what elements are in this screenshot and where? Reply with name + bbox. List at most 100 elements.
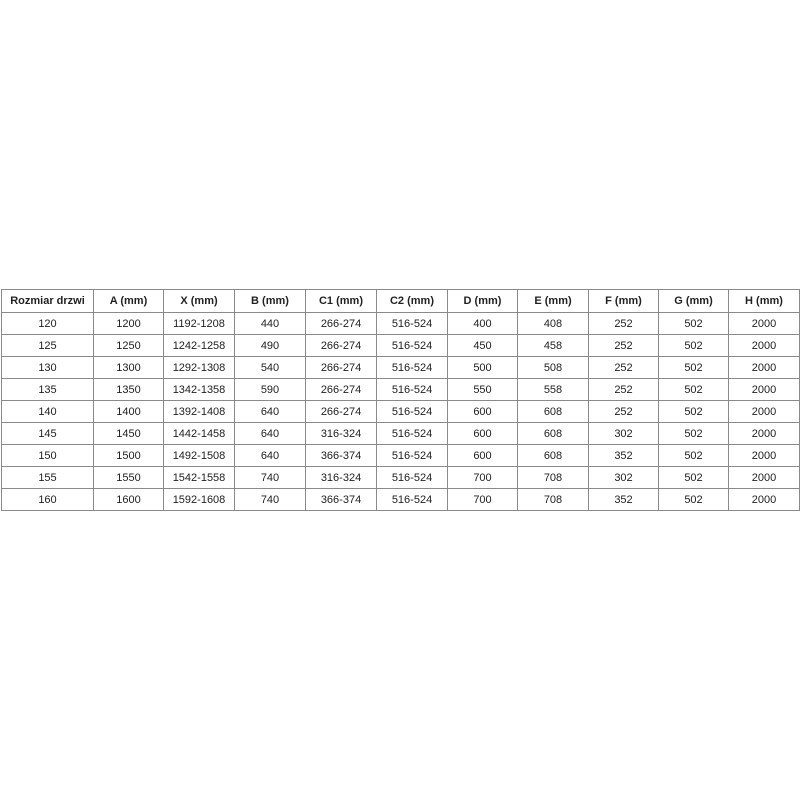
table-cell: 1442-1458: [163, 422, 235, 445]
table-cell: 490: [234, 334, 306, 357]
table-cell: 508: [517, 356, 589, 379]
table-cell: 2000: [728, 466, 800, 489]
table-cell: 500: [447, 356, 518, 379]
table-cell: 2000: [728, 488, 800, 511]
table-cell: 516-524: [376, 334, 448, 357]
table-cell: 516-524: [376, 312, 448, 335]
table-cell: 640: [234, 422, 306, 445]
table-row: 125 1250 1242-1258 490 266-274 516-524 450 458 2…: [1, 334, 800, 357]
table-cell: 502: [658, 488, 729, 511]
table-cell: 252: [588, 334, 659, 357]
table-cell: 1492-1508: [163, 444, 235, 467]
table-cell: 516-524: [376, 444, 448, 467]
table-cell: 316-324: [305, 422, 377, 445]
table-cell: 608: [517, 422, 589, 445]
table-row: 145 1450 1442-1458 640 316-324 516-524 600 608 3…: [1, 422, 800, 445]
table-cell: 155: [1, 466, 94, 489]
table-cell: 1400: [93, 400, 164, 423]
table-cell: 252: [588, 378, 659, 401]
table-cell: 302: [588, 422, 659, 445]
table-cell: 600: [447, 400, 518, 423]
table-cell: 400: [447, 312, 518, 335]
table-cell: 135: [1, 378, 94, 401]
table-cell: 502: [658, 466, 729, 489]
table-cell: 1542-1558: [163, 466, 235, 489]
table-cell: 590: [234, 378, 306, 401]
table-row: 155 1550 1542-1558 740 316-324 516-524 700 708 3…: [1, 466, 800, 489]
table-cell: 516-524: [376, 356, 448, 379]
table-cell: 600: [447, 422, 518, 445]
table-cell: 252: [588, 356, 659, 379]
table-cell: 2000: [728, 444, 800, 467]
table-cell: 366-374: [305, 488, 377, 511]
table-cell: 145: [1, 422, 94, 445]
table-cell: 502: [658, 312, 729, 335]
table-cell: 2000: [728, 378, 800, 401]
table-cell: 1342-1358: [163, 378, 235, 401]
table-row: 130 1300 1292-1308 540 266-274 516-524 500 508 2…: [1, 356, 800, 379]
table-cell: 266-274: [305, 312, 377, 335]
table-cell: 130: [1, 356, 94, 379]
table-cell: 740: [234, 488, 306, 511]
table-cell: 502: [658, 356, 729, 379]
table-cell: 252: [588, 312, 659, 335]
table-cell: 640: [234, 444, 306, 467]
column-header: C2 (mm): [376, 289, 448, 313]
table-cell: 1592-1608: [163, 488, 235, 511]
table-cell: 2000: [728, 400, 800, 423]
table-cell: 600: [447, 444, 518, 467]
table-cell: 458: [517, 334, 589, 357]
table-cell: 550: [447, 378, 518, 401]
table-cell: 140: [1, 400, 94, 423]
table-row: 140 1400 1392-1408 640 266-274 516-524 600 608 2…: [1, 400, 800, 423]
table-cell: 366-374: [305, 444, 377, 467]
table-cell: 1300: [93, 356, 164, 379]
table-cell: 1192-1208: [163, 312, 235, 335]
table-cell: 516-524: [376, 422, 448, 445]
table-cell: 708: [517, 466, 589, 489]
column-header: D (mm): [447, 289, 518, 313]
table-row: 150 1500 1492-1508 640 366-374 516-524 600 608 3…: [1, 444, 800, 467]
table-cell: 558: [517, 378, 589, 401]
table-cell: 2000: [728, 312, 800, 335]
column-header: C1 (mm): [305, 289, 377, 313]
table-cell: 1392-1408: [163, 400, 235, 423]
table-cell: 2000: [728, 356, 800, 379]
table-cell: 440: [234, 312, 306, 335]
column-header: G (mm): [658, 289, 729, 313]
table-cell: 608: [517, 400, 589, 423]
table-cell: 1292-1308: [163, 356, 235, 379]
table-cell: 150: [1, 444, 94, 467]
column-header: A (mm): [93, 289, 164, 313]
column-header: X (mm): [163, 289, 235, 313]
table-cell: 502: [658, 422, 729, 445]
table-cell: 302: [588, 466, 659, 489]
table-row: 135 1350 1342-1358 590 266-274 516-524 550 558 2…: [1, 378, 800, 401]
table-cell: 502: [658, 400, 729, 423]
table-cell: 120: [1, 312, 94, 335]
table-cell: 1500: [93, 444, 164, 467]
table-cell: 1250: [93, 334, 164, 357]
table-cell: 700: [447, 488, 518, 511]
table-cell: 352: [588, 444, 659, 467]
table-cell: 502: [658, 444, 729, 467]
table-cell: 1200: [93, 312, 164, 335]
header-row: Rozmiar drzwi A (mm) X (mm) B (mm) C1 (mm) C2…: [1, 289, 800, 313]
table-cell: 266-274: [305, 378, 377, 401]
table-cell: 266-274: [305, 356, 377, 379]
table-cell: 316-324: [305, 466, 377, 489]
table-cell: 450: [447, 334, 518, 357]
table-cell: 125: [1, 334, 94, 357]
table-cell: 266-274: [305, 334, 377, 357]
column-header: Rozmiar drzwi: [1, 289, 94, 313]
dimensions-table: Rozmiar drzwi A (mm) X (mm) B (mm) C1 (mm) C2…: [1, 289, 800, 511]
column-header: B (mm): [234, 289, 306, 313]
table-cell: 1242-1258: [163, 334, 235, 357]
column-header: E (mm): [517, 289, 589, 313]
table-cell: 740: [234, 466, 306, 489]
table-cell: 516-524: [376, 466, 448, 489]
table-cell: 516-524: [376, 400, 448, 423]
table-cell: 502: [658, 334, 729, 357]
table-cell: 1550: [93, 466, 164, 489]
column-header: F (mm): [588, 289, 659, 313]
